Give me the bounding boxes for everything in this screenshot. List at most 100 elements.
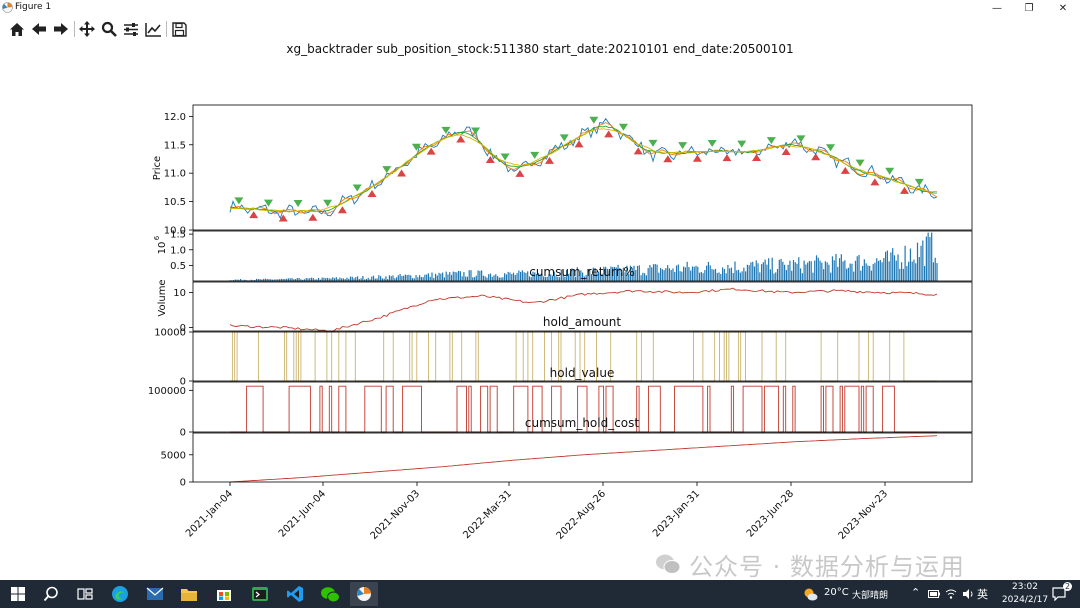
- y-tick-label: 0: [180, 323, 186, 334]
- pan-button[interactable]: [77, 20, 97, 38]
- buy-marker: [752, 153, 762, 161]
- python-figure-app[interactable]: [350, 582, 378, 606]
- battery-icon[interactable]: [928, 589, 940, 599]
- edit-axis-button[interactable]: [143, 20, 163, 38]
- pan-icon: [79, 21, 95, 37]
- y-tick-label: 5000: [161, 450, 186, 461]
- buy-marker: [308, 213, 318, 221]
- price-series-line: [229, 117, 938, 220]
- sell-marker: [826, 144, 836, 152]
- forward-button[interactable]: [51, 20, 71, 38]
- buy-marker: [485, 156, 495, 164]
- clock-date[interactable]: 2024/2/17: [1001, 595, 1049, 605]
- y-tick-label: 11.0: [164, 169, 186, 180]
- buy-marker: [249, 211, 259, 219]
- buy-marker: [604, 130, 614, 138]
- price-series-line: [230, 128, 938, 213]
- weather-temp: 20°C: [824, 587, 849, 598]
- buy-marker: [899, 186, 909, 194]
- terminal-app[interactable]: [246, 582, 274, 606]
- sell-marker: [766, 137, 776, 145]
- y-tick-label: 1.0: [170, 245, 186, 256]
- x-tick-label: 2021-Nov-03: [369, 488, 422, 541]
- notification-count: 2: [1063, 582, 1073, 591]
- subplot-title: cumsum_return%: [529, 265, 635, 279]
- sell-marker: [559, 134, 569, 142]
- y-tick-label: 10.0: [164, 226, 186, 237]
- minimize-button[interactable]: —: [992, 2, 1002, 14]
- price-series-line: [229, 125, 937, 212]
- wifi-icon[interactable]: [945, 588, 957, 600]
- input-method-indicator[interactable]: 英: [977, 588, 988, 601]
- mail-icon: [146, 587, 164, 600]
- file-explorer-app[interactable]: [175, 582, 203, 606]
- sell-marker: [441, 126, 451, 134]
- toolbar-separator: [74, 21, 75, 37]
- sell-marker: [293, 199, 303, 207]
- wechat-icon: [321, 586, 340, 602]
- sell-marker: [263, 199, 273, 207]
- wechat-logo-icon: [656, 554, 681, 574]
- x-tick-label: 2021-Jun-04: [277, 488, 328, 539]
- subplot-frame: [192, 432, 973, 483]
- y-tick-label: 10: [173, 288, 186, 299]
- home-button[interactable]: [7, 20, 27, 38]
- y-tick-label: 10.5: [164, 197, 186, 208]
- zoom-button[interactable]: [99, 20, 119, 38]
- save-button[interactable]: [169, 20, 189, 38]
- sell-marker: [352, 184, 362, 192]
- sell-marker: [885, 167, 895, 175]
- search-button[interactable]: [37, 582, 65, 606]
- window-title: Figure 1: [15, 2, 52, 12]
- tray-chevron-up-icon[interactable]: ⌃: [911, 586, 921, 599]
- sell-marker: [648, 139, 658, 147]
- back-icon: [32, 23, 46, 35]
- edge-icon: [112, 586, 128, 602]
- file-explorer-icon: [181, 588, 197, 601]
- sell-marker: [796, 135, 806, 143]
- task-view-button[interactable]: [71, 582, 99, 606]
- maximize-button[interactable]: ❐: [1024, 2, 1034, 14]
- start-button[interactable]: [4, 582, 32, 606]
- wechat-app[interactable]: [316, 582, 344, 606]
- store-app[interactable]: [210, 582, 238, 606]
- x-tick-label: 2022-Mar-31: [461, 488, 514, 541]
- buy-marker: [840, 166, 850, 174]
- sell-marker: [589, 116, 599, 124]
- volume-scale-label: 10: [157, 242, 168, 255]
- sell-marker: [382, 166, 392, 174]
- y-tick-label: 1.5: [170, 230, 186, 241]
- cumsum-return-line: [229, 287, 938, 333]
- search-icon: [43, 586, 58, 602]
- save-icon: [171, 21, 187, 37]
- buy-marker: [278, 214, 288, 222]
- buy-marker: [574, 140, 584, 148]
- weather-desc: 大部晴朗: [852, 591, 889, 601]
- task-view-icon: [77, 588, 93, 600]
- price-axis-label: Price: [152, 156, 163, 180]
- navigation-toolbar: [0, 18, 1080, 40]
- speaker-icon[interactable]: [962, 588, 974, 600]
- figure-canvas[interactable]: xg_backtrader sub_position_stock:511380 …: [0, 40, 1080, 580]
- y-tick-label: 12.0: [164, 112, 186, 123]
- y-tick-label: 0: [180, 478, 186, 489]
- wechat-watermark: 公众号 · 数据分析与运用: [655, 548, 965, 581]
- subplot-title: hold_amount: [543, 315, 621, 329]
- buy-marker: [456, 135, 466, 143]
- vscode-app[interactable]: [281, 582, 309, 606]
- configure-subplots-button[interactable]: [121, 20, 141, 38]
- edge-app[interactable]: [106, 582, 134, 606]
- sell-marker: [234, 197, 244, 205]
- forward-icon: [54, 23, 68, 35]
- y-tick-label: 11.5: [164, 140, 186, 151]
- mail-app[interactable]: [141, 582, 169, 606]
- clock-time[interactable]: 23:02: [1012, 582, 1038, 592]
- back-button[interactable]: [29, 20, 49, 38]
- buy-marker: [426, 147, 436, 155]
- y-tick-label: 10000: [154, 328, 186, 339]
- close-button[interactable]: ✕: [1058, 2, 1068, 14]
- volume-scale-exponent: 6: [153, 235, 161, 240]
- x-tick-label: 2023-Jan-31: [651, 488, 702, 539]
- sell-marker: [471, 127, 481, 135]
- zoom-icon: [101, 21, 117, 37]
